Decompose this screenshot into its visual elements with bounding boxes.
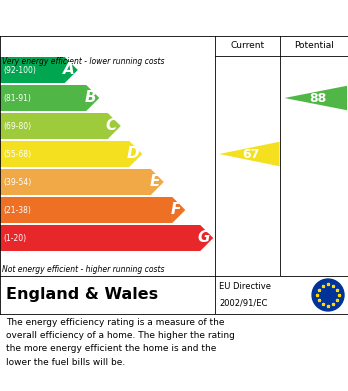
Bar — [0, 197, 172, 223]
Circle shape — [312, 279, 344, 311]
Bar — [0, 141, 129, 167]
Text: (81-91): (81-91) — [3, 93, 31, 102]
Text: Not energy efficient - higher running costs: Not energy efficient - higher running co… — [2, 265, 165, 274]
Text: EU Directive: EU Directive — [219, 282, 271, 291]
Text: G: G — [198, 231, 210, 246]
Polygon shape — [284, 86, 347, 110]
Text: C: C — [106, 118, 117, 133]
Text: (55-68): (55-68) — [3, 149, 31, 158]
Bar — [0, 169, 151, 195]
Text: B: B — [84, 90, 96, 106]
Polygon shape — [172, 197, 185, 223]
Text: E: E — [149, 174, 160, 190]
Text: (39-54): (39-54) — [3, 178, 31, 187]
Text: F: F — [171, 203, 181, 217]
Text: (92-100): (92-100) — [3, 66, 36, 75]
Text: Very energy efficient - lower running costs: Very energy efficient - lower running co… — [2, 57, 165, 66]
Text: (21-38): (21-38) — [3, 206, 31, 215]
Bar — [0, 85, 86, 111]
Text: (1-20): (1-20) — [3, 233, 26, 242]
Text: 67: 67 — [243, 147, 260, 160]
Polygon shape — [200, 225, 213, 251]
Bar — [0, 225, 200, 251]
Text: A: A — [63, 63, 74, 77]
Text: 88: 88 — [309, 91, 326, 104]
Text: Current: Current — [231, 41, 265, 50]
Bar — [0, 113, 108, 139]
Polygon shape — [64, 57, 78, 83]
Text: D: D — [127, 147, 139, 161]
Text: 2002/91/EC: 2002/91/EC — [219, 298, 268, 307]
Polygon shape — [219, 142, 279, 166]
Polygon shape — [151, 169, 164, 195]
Text: England & Wales: England & Wales — [6, 287, 158, 303]
Polygon shape — [108, 113, 121, 139]
Text: (69-80): (69-80) — [3, 122, 31, 131]
Polygon shape — [86, 85, 99, 111]
Text: Potential: Potential — [294, 41, 334, 50]
Text: Energy Efficiency Rating: Energy Efficiency Rating — [7, 11, 217, 25]
Bar — [0, 57, 64, 83]
Polygon shape — [129, 141, 142, 167]
Text: The energy efficiency rating is a measure of the
overall efficiency of a home. T: The energy efficiency rating is a measur… — [6, 318, 235, 367]
